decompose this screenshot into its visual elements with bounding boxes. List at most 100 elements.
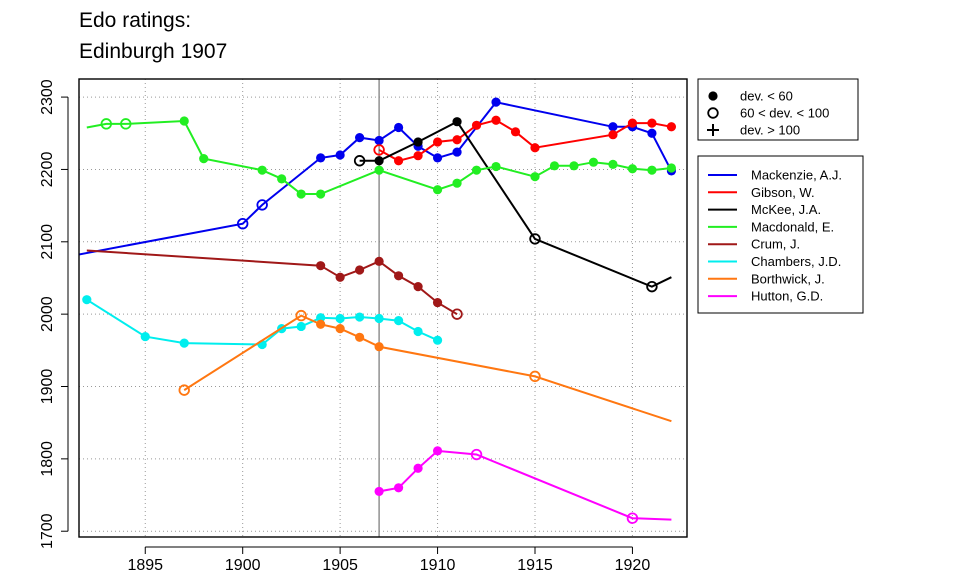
macdonald-e-point xyxy=(491,161,501,172)
series-macdonald-e xyxy=(86,116,677,199)
axis-layer: 1895 1900 1905 1910 1915 1920 1700 1800 1900 2000… xyxy=(39,79,650,574)
gibson-w-point xyxy=(432,137,443,147)
chambers-j-d-line xyxy=(86,298,439,346)
mckee-j-a-point xyxy=(452,117,462,127)
x-tick-label: 1900 xyxy=(225,557,261,574)
chambers-j-d-point xyxy=(335,313,345,324)
chart-subtitle: Edinburgh 1907 xyxy=(79,40,228,63)
borthwick-j-point xyxy=(374,342,384,352)
gibson-w-point xyxy=(393,156,404,166)
macdonald-e-point xyxy=(530,172,540,182)
legend-label-gibson-w: Gibson, W. xyxy=(751,185,815,200)
marker-legend-box xyxy=(697,78,859,141)
gibson-w-point xyxy=(530,143,540,153)
y-tick-label: 1900 xyxy=(39,369,56,405)
mackenzie-a-j-point xyxy=(647,128,657,138)
mackenzie-a-j-point xyxy=(236,218,249,230)
hutton-g-d-point xyxy=(626,512,639,524)
crum-j-point xyxy=(432,297,443,308)
y-tick-label: 2300 xyxy=(39,79,56,115)
chambers-j-d-point xyxy=(355,312,365,322)
series-hutton-g-d xyxy=(374,446,672,524)
series-mckee-j-a xyxy=(353,117,672,293)
y-tick-label: 2000 xyxy=(39,296,56,332)
gibson-w-point xyxy=(373,144,385,156)
x-tick-label: 1910 xyxy=(420,557,456,574)
legend-label-chambers-j-d: Chambers, J.D. xyxy=(751,254,841,269)
macdonald-e-point xyxy=(569,161,579,171)
legend-label-macdonald-e: Macdonald, E. xyxy=(751,219,834,234)
macdonald-e-point xyxy=(316,189,326,199)
marker-legend-label: dev. > 100 xyxy=(740,123,800,138)
macdonald-e-point xyxy=(432,185,443,195)
macdonald-e-point xyxy=(179,116,189,126)
macdonald-e-point xyxy=(277,174,287,184)
x-tick-label: 1905 xyxy=(322,557,358,574)
hutton-g-d-point xyxy=(374,486,384,497)
chambers-j-d-point xyxy=(316,313,326,323)
macdonald-e-point xyxy=(199,153,209,164)
chambers-j-d-point xyxy=(82,295,92,305)
chambers-j-d-point xyxy=(413,326,423,337)
gibson-w-point xyxy=(647,118,657,128)
crum-j-point xyxy=(451,308,463,320)
mckee-j-a-point xyxy=(413,137,423,147)
plot-frame xyxy=(78,78,688,538)
legend-label-mckee-j-a: McKee, J.A. xyxy=(751,202,821,217)
mackenzie-a-j-point xyxy=(374,135,384,146)
macdonald-e-line xyxy=(86,119,672,195)
legend-label-crum-j: Crum, J. xyxy=(751,237,800,252)
gibson-w-point xyxy=(608,130,618,140)
macdonald-e-point xyxy=(647,165,657,175)
macdonald-e-point xyxy=(374,165,384,175)
legend-label-mackenzie-a-j: Mackenzie, A.J. xyxy=(751,168,842,183)
series-crum-j xyxy=(86,249,463,320)
gibson-w-point xyxy=(491,115,501,125)
chambers-j-d-point xyxy=(393,316,404,326)
macdonald-e-point xyxy=(588,157,599,167)
marker-legend-dev-60-point xyxy=(708,91,718,101)
marker-legend-label: 60 < dev. < 100 xyxy=(740,106,829,121)
macdonald-e-point xyxy=(627,164,638,174)
crum-j-point xyxy=(316,261,326,271)
chambers-j-d-point xyxy=(374,313,384,324)
macdonald-e-point xyxy=(100,118,112,130)
borthwick-j-point xyxy=(178,384,190,396)
y-tick-label: 1700 xyxy=(39,513,56,549)
hutton-g-d-point xyxy=(470,448,483,461)
chambers-j-d-point xyxy=(140,331,150,342)
marker-legend-60-dev-100-point xyxy=(707,107,719,119)
borthwick-j-point xyxy=(335,324,345,334)
macdonald-e-point xyxy=(257,165,267,175)
macdonald-e-point xyxy=(608,159,618,169)
gibson-w-point xyxy=(471,120,482,130)
borthwick-j-line xyxy=(183,314,672,423)
mackenzie-a-j-point xyxy=(432,153,443,163)
marker-legend-label: dev. < 60 xyxy=(740,89,793,104)
macdonald-e-point xyxy=(296,189,306,199)
mckee-j-a-point xyxy=(646,280,658,293)
x-tick-label: 1920 xyxy=(615,557,651,574)
chambers-j-d-point xyxy=(296,321,306,332)
gibson-w-point xyxy=(666,122,677,132)
mackenzie-a-j-point xyxy=(256,199,268,211)
x-tick-label: 1895 xyxy=(127,557,163,574)
series-borthwick-j xyxy=(178,309,672,423)
macdonald-e-point xyxy=(452,178,462,188)
hutton-g-d-point xyxy=(432,446,443,456)
macdonald-e-point xyxy=(549,161,560,171)
borthwick-j-point xyxy=(316,319,326,329)
hutton-g-d-line xyxy=(378,449,672,521)
series-gibson-w xyxy=(373,115,677,166)
gibson-w-point xyxy=(510,127,521,137)
crum-j-point xyxy=(374,256,384,266)
mckee-j-a-point xyxy=(529,233,541,245)
macdonald-e-point xyxy=(120,118,132,130)
chambers-j-d-point xyxy=(432,335,443,345)
gibson-w-point xyxy=(413,151,423,161)
borthwick-j-point xyxy=(295,309,307,322)
crum-j-point xyxy=(393,271,404,281)
gibson-w-point xyxy=(627,118,638,128)
mackenzie-a-j-point xyxy=(491,97,501,107)
